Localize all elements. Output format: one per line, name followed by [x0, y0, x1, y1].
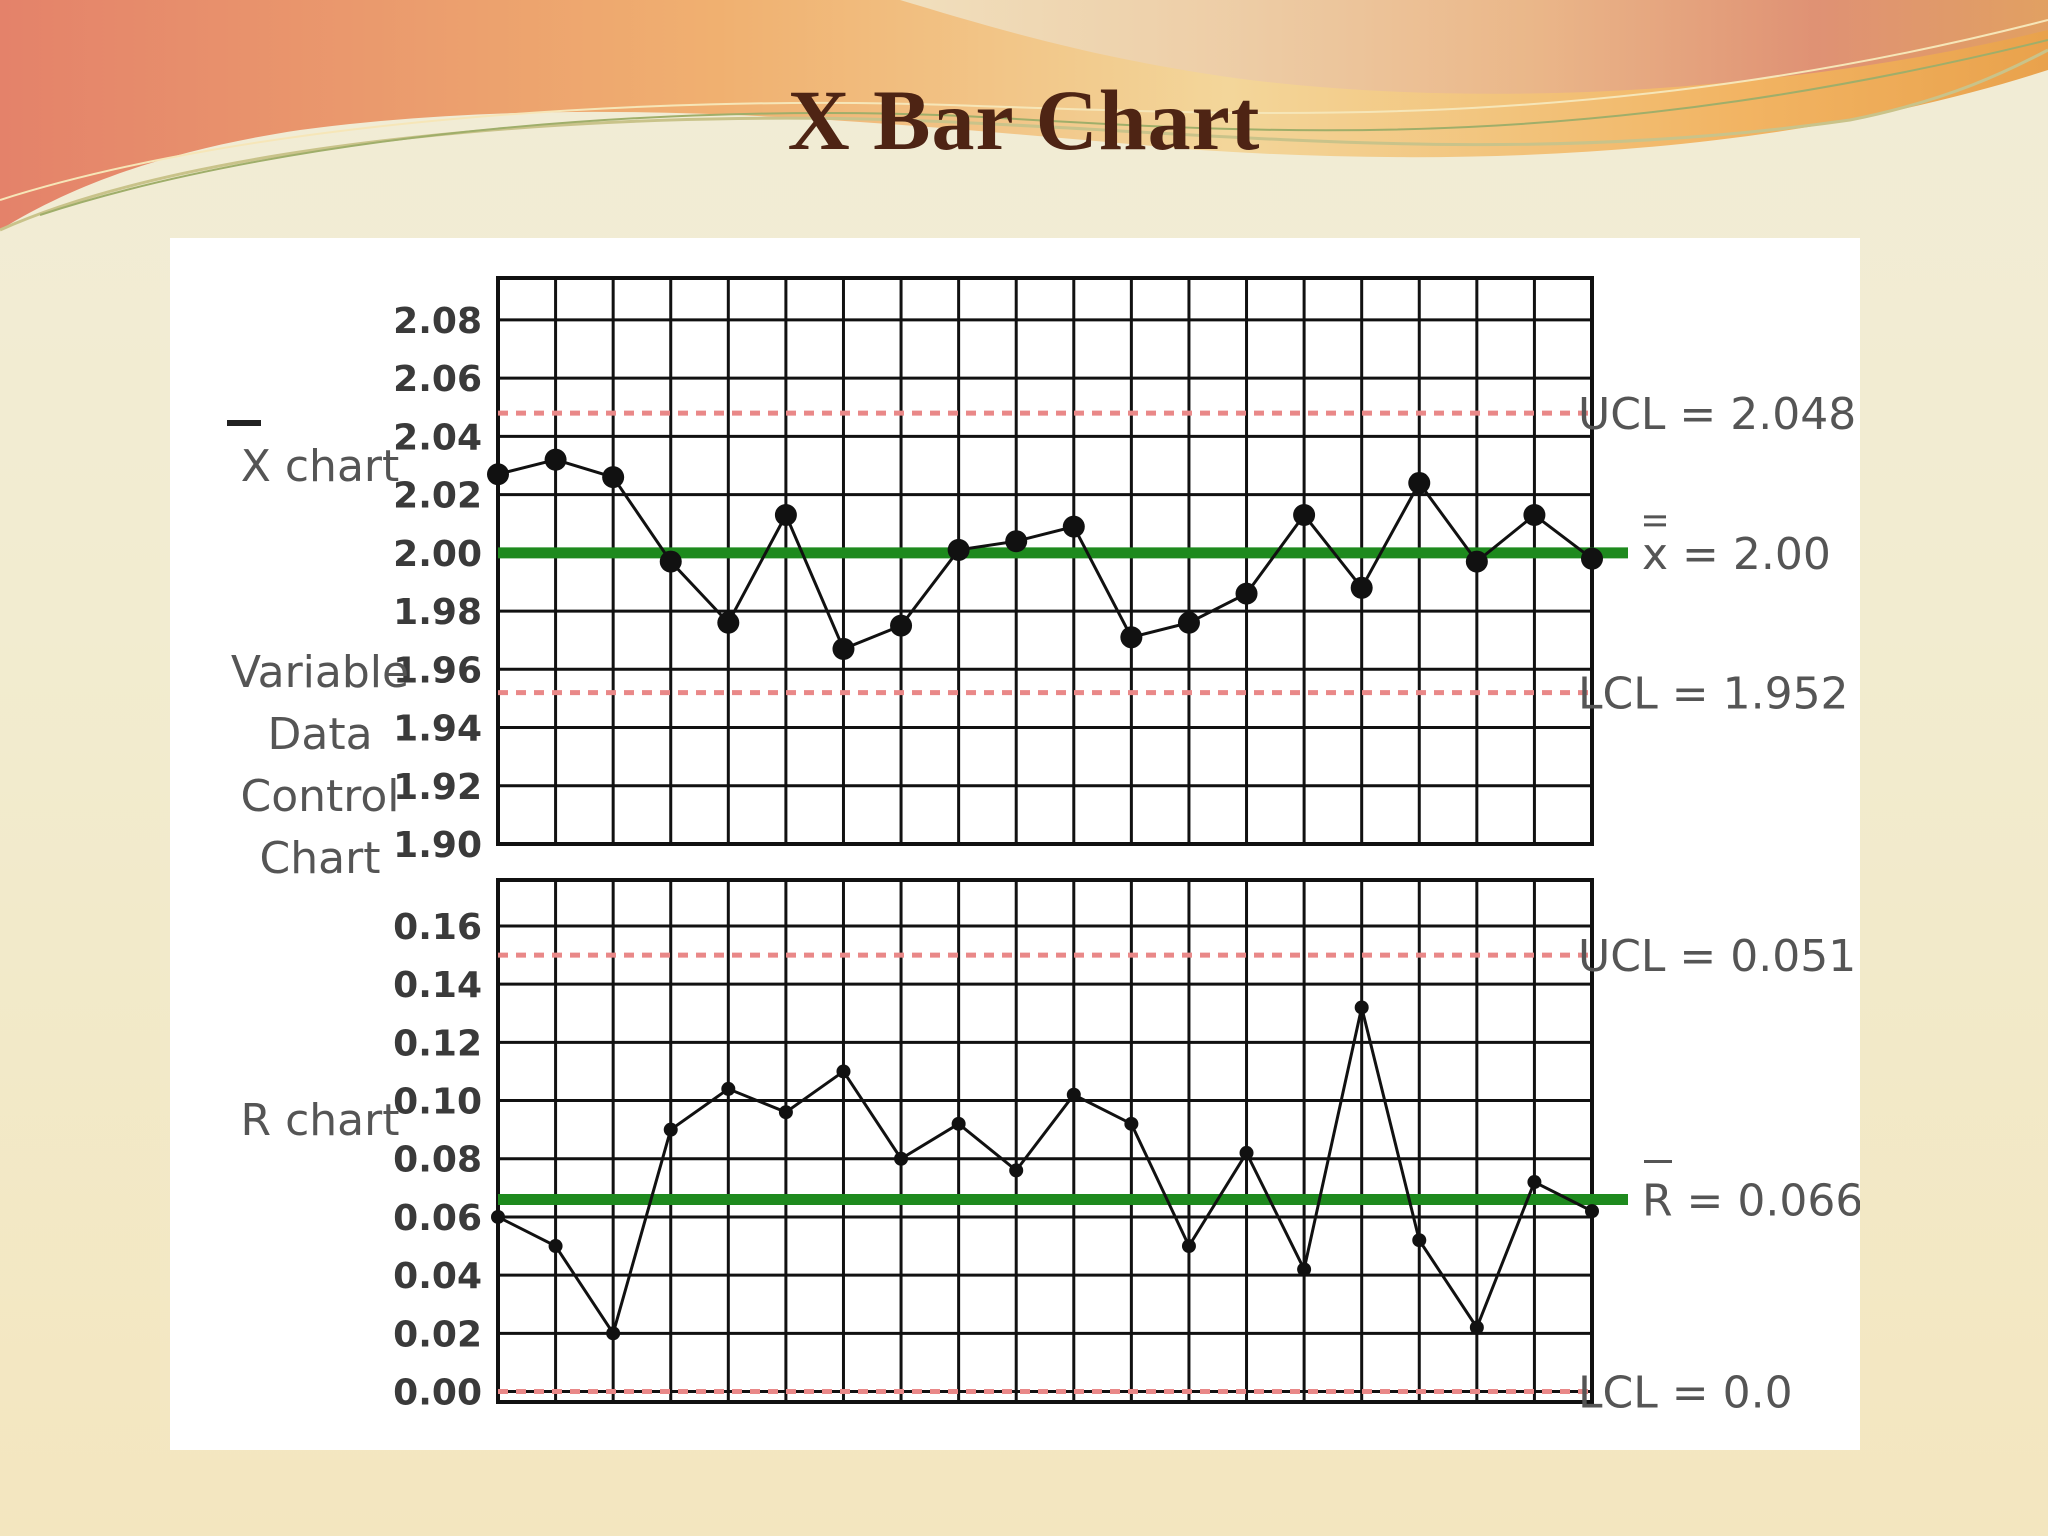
r-chart-center-label: R = 0.066	[1642, 1175, 1860, 1226]
xbar-chart-ytick-label: 1.96	[393, 650, 482, 691]
xbar-side-label: X chart	[210, 436, 430, 498]
r-chart-data-point	[778, 1105, 793, 1120]
r-chart-ytick-label: 0.00	[393, 1373, 482, 1414]
r-chart-frame	[496, 878, 1594, 1404]
xbar-chart-ytick-label: 1.92	[393, 767, 482, 808]
xbar-chart-data-point	[544, 448, 567, 471]
xbar-chart-ytick-label: 2.08	[393, 301, 482, 342]
xbar-chart-data-point	[1120, 626, 1143, 649]
xbar-chart-data-point	[659, 550, 682, 573]
r-chart-data-point	[548, 1239, 563, 1254]
xbar-chart-data-point	[947, 538, 970, 561]
xbar-chart-ytick-label: 1.94	[393, 709, 482, 750]
r-side-label: R chart	[210, 1090, 430, 1152]
xbar-chart-data-point	[832, 637, 855, 660]
r-chart-data-point	[1585, 1204, 1599, 1219]
xbar-chart-data-point	[890, 614, 913, 637]
r-chart-ucl-label: UCL = 0.051	[1578, 931, 1856, 982]
side-label-line-3: Control	[240, 771, 400, 822]
xbar-overline	[227, 420, 261, 426]
r-chart-data-point	[1124, 1116, 1139, 1131]
xbar-chart-data-point	[1235, 582, 1258, 605]
r-chart-data-point	[894, 1151, 909, 1166]
xbar-chart-ytick-label: 2.02	[393, 476, 482, 517]
r-chart-data-point	[721, 1081, 736, 1096]
r-chart-lcl-label: LCL = 0.0	[1578, 1368, 1793, 1419]
slide-background-swoosh	[0, 0, 2048, 232]
xbar-chart-data-point	[1005, 530, 1028, 553]
r-chart-data-point	[1181, 1239, 1196, 1254]
xbar-chart-ucl-label: UCL = 2.048	[1578, 389, 1856, 440]
control-chart-svg: 2.08 2.06 2.04 2.02 2.00 1.98 1.96 1.94 1.92 1.90…	[393, 276, 1860, 1419]
r-chart-data-point	[663, 1122, 678, 1137]
r-side-label-text: R chart	[240, 1095, 400, 1146]
variable-data-control-chart-label: Variable Data Control Chart	[190, 642, 450, 890]
xbar-chart-center-label: x = 2.00	[1642, 529, 1831, 580]
xbar-chart-data-point	[1293, 503, 1316, 526]
xbar-chart-data-point	[1523, 503, 1546, 526]
xbar-chart-ytick-label: 2.00	[393, 534, 482, 575]
xbar-chart-data-point	[717, 611, 740, 634]
xbar-chart-ytick-label: 2.04	[393, 417, 482, 458]
r-chart-ytick-label: 0.02	[393, 1314, 482, 1355]
r-chart-data-point	[836, 1064, 851, 1079]
chart-panel: 2.08 2.06 2.04 2.02 2.00 1.98 1.96 1.94 1.92 1.90…	[170, 238, 1860, 1450]
xbar-side-label-text: X chart	[240, 441, 400, 492]
r-chart-data-point	[1354, 1000, 1369, 1015]
r-chart-ytick-label: 0.08	[393, 1140, 482, 1181]
xbar-chart-data-point	[1408, 471, 1431, 494]
xbar-chart-ytick-label: 1.98	[393, 592, 482, 633]
xbar-chart-data-point	[1062, 515, 1085, 538]
xbar-chart-ytick-label: 1.90	[393, 825, 482, 866]
r-chart-ytick-label: 0.06	[393, 1198, 482, 1239]
r-chart-data-point	[1239, 1145, 1254, 1160]
r-chart-data-point	[606, 1326, 621, 1341]
r-chart-data-point	[1066, 1087, 1081, 1102]
r-chart-series-line	[497, 1007, 1593, 1337]
r-chart-data-point	[1527, 1175, 1542, 1190]
r-chart-data-point	[1297, 1262, 1312, 1277]
r-chart-ytick-label: 0.04	[393, 1256, 482, 1297]
xbar-chart-data-point	[774, 503, 797, 526]
r-chart-data-point	[1469, 1320, 1484, 1335]
r-chart-ytick-label: 0.16	[393, 907, 482, 948]
r-chart-data-point	[1009, 1163, 1024, 1178]
xbar-chart-data-point	[1177, 611, 1200, 634]
xbar-chart-data-point	[602, 466, 625, 489]
r-chart-data-point	[1412, 1233, 1427, 1248]
xbar-chart-data-point	[1350, 576, 1373, 599]
r-chart-ytick-label: 0.10	[393, 1082, 482, 1123]
xbar-chart-series-line	[497, 458, 1593, 651]
xbar-chart-ytick-label: 2.06	[393, 359, 482, 400]
xbar-chart-data-point	[487, 463, 509, 486]
xbar-chart-data-point	[1465, 550, 1488, 573]
r-chart-data-point	[491, 1209, 505, 1224]
r-chart-data-point	[951, 1116, 966, 1131]
side-label-line-4: Chart	[259, 833, 381, 884]
slide-title: X Bar Chart	[787, 72, 1261, 168]
r-chart-ytick-label: 0.14	[393, 965, 482, 1006]
side-label-line-1: Variable	[230, 647, 410, 698]
side-label-line-2: Data	[267, 709, 373, 760]
r-chart-ytick-label: 0.12	[393, 1023, 482, 1064]
xbar-chart-lcl-label: LCL = 1.952	[1578, 669, 1849, 720]
xbar-chart-data-point	[1581, 547, 1603, 570]
